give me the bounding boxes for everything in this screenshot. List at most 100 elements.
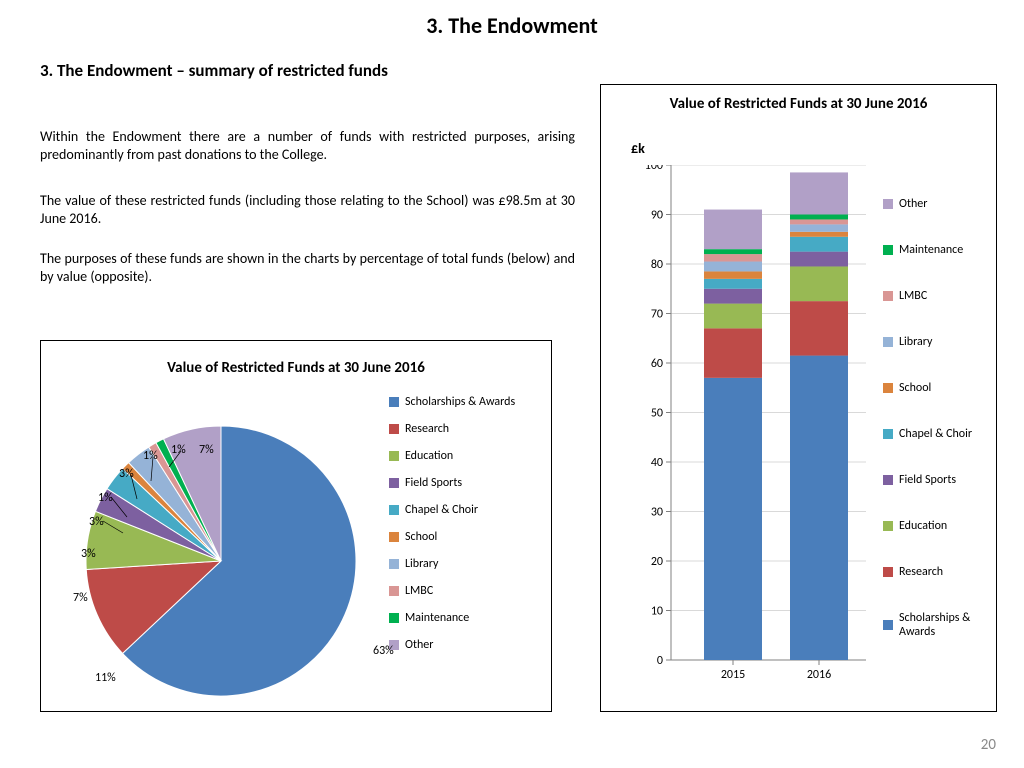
- svg-text:40: 40: [651, 456, 663, 470]
- svg-text:2015: 2015: [721, 668, 745, 682]
- bar-2016-other: [790, 172, 848, 214]
- bar-legend-chapel_choir: Chapel & Choir: [883, 427, 996, 441]
- legend-label: Chapel & Choir: [899, 427, 972, 441]
- legend-label: Education: [899, 519, 947, 533]
- pie-legend-research: Research: [389, 422, 515, 436]
- legend-swatch: [389, 397, 399, 407]
- pie-legend-other: Other: [389, 638, 515, 652]
- pie-pct-library: 3%: [119, 467, 134, 481]
- bar-2016-library: [790, 224, 848, 231]
- legend-swatch: [883, 337, 893, 347]
- bar-2016-school: [790, 232, 848, 237]
- legend-label: Research: [405, 422, 449, 436]
- legend-swatch: [883, 475, 893, 485]
- bar-chart-panel: Value of Restricted Funds at 30 June 201…: [600, 84, 997, 712]
- legend-swatch: [883, 429, 893, 439]
- legend-label: LMBC: [899, 289, 927, 303]
- bar-2016-chapel_choir: [790, 237, 848, 252]
- svg-text:2016: 2016: [807, 668, 831, 682]
- svg-text:10: 10: [651, 605, 663, 619]
- bar-2016-scholarships: [790, 356, 848, 660]
- page: { "main_title":"3. The Endowment", "subt…: [0, 0, 1024, 768]
- bar-2016-education: [790, 266, 848, 301]
- pie-legend-library: Library: [389, 557, 515, 571]
- bar-2015-research: [704, 328, 762, 378]
- pie-pct-school: 1%: [98, 491, 113, 505]
- subtitle: 3. The Endowment – summary of restricted…: [40, 60, 388, 81]
- bar-legend: Other Maintenance LMBC Library School Chapel …: [883, 197, 996, 671]
- pie-pct-education: 7%: [73, 591, 88, 605]
- bar-legend-library: Library: [883, 335, 996, 349]
- legend-swatch: [883, 245, 893, 255]
- bar-legend-lmbc: LMBC: [883, 289, 996, 303]
- pie-legend-school: School: [389, 530, 515, 544]
- pie-pct-maintenance: 1%: [171, 443, 186, 457]
- legend-label: Maintenance: [405, 611, 469, 625]
- legend-swatch: [389, 424, 399, 434]
- pie-legend-lmbc: LMBC: [389, 584, 515, 598]
- legend-label: LMBC: [405, 584, 433, 598]
- legend-label: Scholarships & Awards: [899, 611, 996, 639]
- legend-swatch: [389, 559, 399, 569]
- paragraph-1: Within the Endowment there are a number …: [40, 128, 575, 164]
- legend-swatch: [883, 521, 893, 531]
- pie-chart: [71, 391, 401, 711]
- pie-pct-field_sports: 3%: [81, 547, 96, 561]
- bar-2016-maintenance: [790, 215, 848, 220]
- pie-pct-lmbc: 1%: [143, 449, 158, 463]
- pie-legend: Scholarships & Awards Research Education Fi…: [389, 395, 515, 665]
- bar-chart-title: Value of Restricted Funds at 30 June 201…: [601, 95, 996, 113]
- pie-pct-research: 11%: [95, 671, 116, 685]
- legend-label: Field Sports: [405, 476, 462, 490]
- bar-legend-education: Education: [883, 519, 996, 533]
- legend-label: Other: [405, 638, 433, 652]
- bar-2015-other: [704, 210, 762, 250]
- main-title: 3. The Endowment: [0, 12, 1024, 39]
- bar-legend-research: Research: [883, 565, 996, 579]
- svg-text:80: 80: [651, 258, 663, 272]
- bar-2015-scholarships: [704, 378, 762, 660]
- legend-swatch: [883, 199, 893, 209]
- svg-text:70: 70: [651, 308, 663, 322]
- bar-legend-maintenance: Maintenance: [883, 243, 996, 257]
- legend-label: School: [405, 530, 437, 544]
- legend-swatch: [389, 613, 399, 623]
- legend-label: Library: [405, 557, 438, 571]
- pie-legend-scholarships: Scholarships & Awards: [389, 395, 515, 409]
- svg-text:50: 50: [651, 407, 663, 421]
- pie-legend-maintenance: Maintenance: [389, 611, 515, 625]
- legend-label: School: [899, 381, 931, 395]
- bar-2015-field_sports: [704, 289, 762, 304]
- pie-pct-scholarships: 63%: [373, 644, 394, 658]
- legend-label: Research: [899, 565, 943, 579]
- bar-2015-education: [704, 304, 762, 329]
- bar-2015-school: [704, 271, 762, 278]
- bar-2015-chapel_choir: [704, 279, 762, 289]
- svg-text:30: 30: [651, 506, 663, 520]
- page-number: 20: [981, 736, 996, 754]
- legend-label: Maintenance: [899, 243, 963, 257]
- legend-label: Library: [899, 335, 932, 349]
- pie-legend-field_sports: Field Sports: [389, 476, 515, 490]
- legend-swatch: [389, 532, 399, 542]
- pie-legend-education: Education: [389, 449, 515, 463]
- pie-pct-chapel_choir: 3%: [89, 515, 104, 529]
- legend-label: Other: [899, 197, 927, 211]
- legend-swatch: [389, 586, 399, 596]
- legend-swatch: [389, 478, 399, 488]
- legend-label: Chapel & Choir: [405, 503, 478, 517]
- svg-text:100: 100: [645, 165, 663, 173]
- legend-label: Field Sports: [899, 473, 956, 487]
- pie-pct-other: 7%: [199, 443, 214, 457]
- bar-2016-research: [790, 301, 848, 355]
- bar-legend-other: Other: [883, 197, 996, 211]
- legend-swatch: [883, 383, 893, 393]
- pie-chart-title: Value of Restricted Funds at 30 June 201…: [41, 359, 551, 377]
- bar-legend-field_sports: Field Sports: [883, 473, 996, 487]
- paragraph-3: The purposes of these funds are shown in…: [40, 250, 575, 286]
- bar-2015-lmbc: [704, 254, 762, 261]
- svg-text:20: 20: [651, 555, 663, 569]
- bar-legend-scholarships: Scholarships & Awards: [883, 611, 996, 639]
- svg-text:90: 90: [651, 209, 663, 223]
- bar-y-axis-label: £k: [631, 140, 645, 157]
